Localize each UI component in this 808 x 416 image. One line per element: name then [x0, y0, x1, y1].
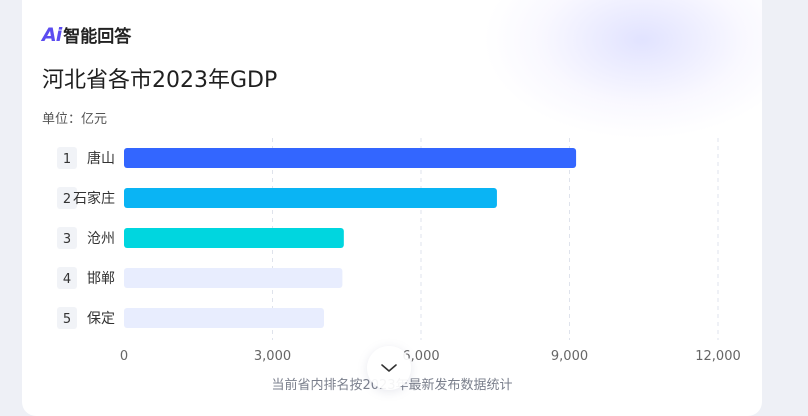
rank-badge — [57, 187, 77, 209]
rank-label: 5 — [63, 312, 71, 327]
expand-button[interactable] — [367, 346, 411, 390]
x-tick-label: 6,000 — [402, 349, 439, 364]
bar — [124, 188, 497, 208]
chevron-down-icon — [381, 364, 397, 372]
ai-logo-icon: Ai — [42, 23, 62, 46]
rank-badge — [57, 227, 77, 249]
rank-badge — [57, 307, 77, 329]
category-label: 石家庄 — [73, 190, 115, 207]
category-label: 沧州 — [87, 230, 115, 247]
answer-card: Ai 智能回答 河北省各市2023年GDP 单位：亿元 0 3,000 6,000 9… — [22, 0, 762, 416]
bar-chart: 0 3,000 6,000 9,000 12,000 1 唐山 2 石家庄 3 沧州 4 邯郸 5 保定 — [57, 138, 741, 364]
bar — [124, 148, 577, 168]
bar — [124, 228, 344, 248]
category-label: 邯郸 — [87, 271, 115, 287]
rank-label: 4 — [63, 272, 71, 287]
x-tick-label: 12,000 — [695, 349, 741, 364]
category-label: 保定 — [87, 311, 115, 327]
brand: Ai 智能回答 — [42, 22, 132, 48]
bar — [124, 268, 343, 288]
category-label: 唐山 — [87, 150, 115, 167]
brand-name: 智能回答 — [63, 27, 132, 47]
rank-label: 2 — [63, 192, 71, 207]
unit-label: 单位：亿元 — [42, 112, 108, 127]
chart-title: 河北省各市2023年GDP — [42, 68, 278, 93]
rank-badge — [57, 147, 77, 169]
bar — [124, 308, 324, 328]
rank-badge — [57, 267, 77, 289]
rank-label: 1 — [63, 152, 71, 167]
rank-label: 3 — [63, 232, 71, 247]
x-tick-label: 9,000 — [551, 349, 588, 364]
x-tick-label: 3,000 — [254, 349, 291, 364]
x-tick-label: 0 — [120, 349, 128, 364]
